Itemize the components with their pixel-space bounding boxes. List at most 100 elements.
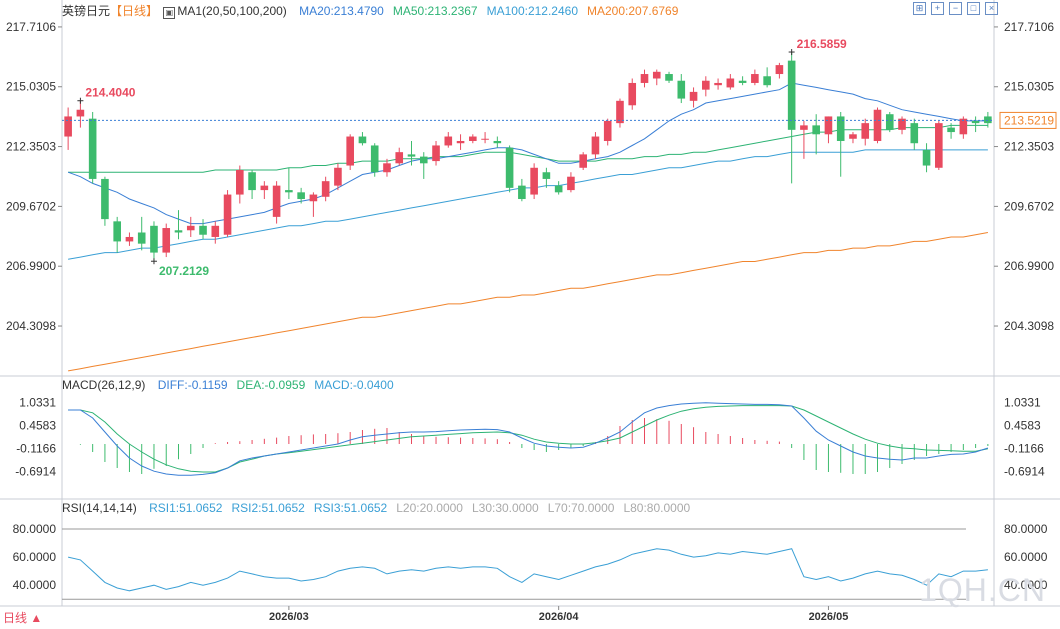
macd-tick-label: -0.6914 xyxy=(1004,465,1045,479)
add-icon[interactable]: + xyxy=(931,2,944,15)
x-tick-label: 2026/03 xyxy=(269,611,309,623)
candle-body xyxy=(248,172,256,191)
ma-indicator-label: MA1(20,50,100,200) xyxy=(177,4,287,18)
macd-value-0: DIFF:-0.1159 xyxy=(157,378,228,392)
y-tick-label: 212.3503 xyxy=(1004,140,1054,154)
candle-body xyxy=(518,185,526,200)
rsi-legend: RSI(14,14,14) RSI1:51.0652 RSI2:51.0652 RS… xyxy=(62,501,690,515)
candle-body xyxy=(714,82,722,86)
macd-tick-label: 0.4583 xyxy=(19,419,56,433)
indicator-edit-icon[interactable]: ▣ xyxy=(163,7,176,19)
candle-body xyxy=(554,185,563,193)
macd-tick-label: -0.1166 xyxy=(16,442,56,456)
watermark: 1QH.CN xyxy=(919,572,1046,608)
candle-body xyxy=(64,116,72,137)
macd-value-1: DEA:-0.0959 xyxy=(236,378,306,392)
price-annotation: 216.5859 xyxy=(797,37,847,51)
candle-body xyxy=(873,109,882,141)
candle-body xyxy=(689,91,698,101)
candle-body xyxy=(236,170,244,195)
candle-body xyxy=(297,192,305,200)
candle-body xyxy=(223,194,232,235)
y-tick-label: 217.7106 xyxy=(1004,20,1054,34)
period-tag[interactable]: 【日线】 xyxy=(110,4,159,18)
rsi-value-3: L20:20.0000 xyxy=(396,501,463,515)
candle-body xyxy=(395,152,404,164)
y-tick-label: 209.6702 xyxy=(6,199,56,213)
candle-body xyxy=(861,123,870,139)
price-legend: 英镑日元【日线】 ▣ MA1(20,50,100,200) MA20:213.47… xyxy=(62,2,678,19)
x-tick-label: 2026/04 xyxy=(539,611,580,623)
candle-body xyxy=(370,145,379,173)
candle-body xyxy=(469,136,477,141)
macd-tick-label: 1.0331 xyxy=(19,396,56,410)
candle-body xyxy=(677,80,686,99)
candle-body xyxy=(922,149,931,166)
chart-toolbar: ⊞ + − □ × xyxy=(913,2,998,15)
y-tick-label: 209.6702 xyxy=(1004,199,1054,213)
diff-line xyxy=(68,402,989,476)
dea-line xyxy=(68,405,988,473)
ma200-line xyxy=(68,232,988,372)
candle-body xyxy=(272,185,281,217)
candle-body xyxy=(199,225,207,235)
y-tick-label: 206.9900 xyxy=(1004,259,1054,273)
y-tick-label: 212.3503 xyxy=(6,140,56,154)
ma-value-3: MA200:207.6769 xyxy=(587,4,679,18)
macd-tick-label: -0.6914 xyxy=(15,465,56,479)
candle-body xyxy=(984,116,992,124)
candle-body xyxy=(763,76,771,86)
ma-value-2: MA100:212.2460 xyxy=(486,4,578,18)
ma-value-0: MA20:213.4790 xyxy=(299,4,384,18)
rsi-value-5: L70:70.0000 xyxy=(547,501,615,515)
candle-body xyxy=(493,140,502,144)
rsi-tick-label: 60.0000 xyxy=(1004,550,1048,564)
candle-body xyxy=(726,78,735,88)
candle-body xyxy=(849,134,857,139)
rsi-value-6: L80:80.0000 xyxy=(623,501,691,515)
symbol-label: 英镑日元 xyxy=(62,4,111,18)
candle-body xyxy=(959,118,968,135)
candle-body xyxy=(616,100,624,124)
candle-body xyxy=(150,225,158,253)
candle-body xyxy=(125,236,134,242)
minus-icon[interactable]: − xyxy=(949,2,962,15)
macd-legend: MACD(26,12,9) DIFF:-0.1159 DEA:-0.0959 MAC… xyxy=(62,378,394,392)
candle-body xyxy=(665,74,673,81)
candle-body xyxy=(738,80,747,83)
rsi-value-0: RSI1:51.0652 xyxy=(149,501,223,515)
candle-body xyxy=(971,120,980,124)
candle-body xyxy=(419,156,428,164)
candle-body xyxy=(456,140,465,144)
candle-body xyxy=(76,109,85,117)
fullscreen-icon[interactable]: □ xyxy=(967,2,980,15)
rsi-tick-label: 40.0000 xyxy=(13,578,57,592)
macd-value-2: MACD:-0.0400 xyxy=(314,378,394,392)
candle-body xyxy=(591,136,600,155)
last-price-label: 213.5219 xyxy=(1004,113,1054,127)
candle-body xyxy=(432,145,440,162)
x-tick-label: 2026/05 xyxy=(809,611,849,623)
candle-body xyxy=(947,127,955,133)
candle-body xyxy=(800,125,808,130)
candle-body xyxy=(628,82,637,106)
close-icon[interactable]: × xyxy=(985,2,998,15)
candle-body xyxy=(113,221,121,242)
candle-body xyxy=(603,120,612,141)
candle-body xyxy=(751,74,759,83)
candle-body xyxy=(935,123,943,168)
candle-body xyxy=(542,172,551,179)
candle-body xyxy=(787,60,796,130)
candle-body xyxy=(101,178,109,220)
candle-body xyxy=(885,114,894,130)
candle-body xyxy=(260,185,269,191)
y-tick-label: 215.0305 xyxy=(6,80,56,94)
period-switch[interactable]: 日线 ▲ xyxy=(3,611,43,625)
ma-value-1: MA50:213.2367 xyxy=(392,4,478,18)
candle-body xyxy=(174,230,183,233)
grid-icon[interactable]: ⊞ xyxy=(913,2,926,15)
y-tick-label: 215.0305 xyxy=(1004,80,1054,94)
macd-indicator-label: MACD(26,12,9) xyxy=(62,378,146,392)
